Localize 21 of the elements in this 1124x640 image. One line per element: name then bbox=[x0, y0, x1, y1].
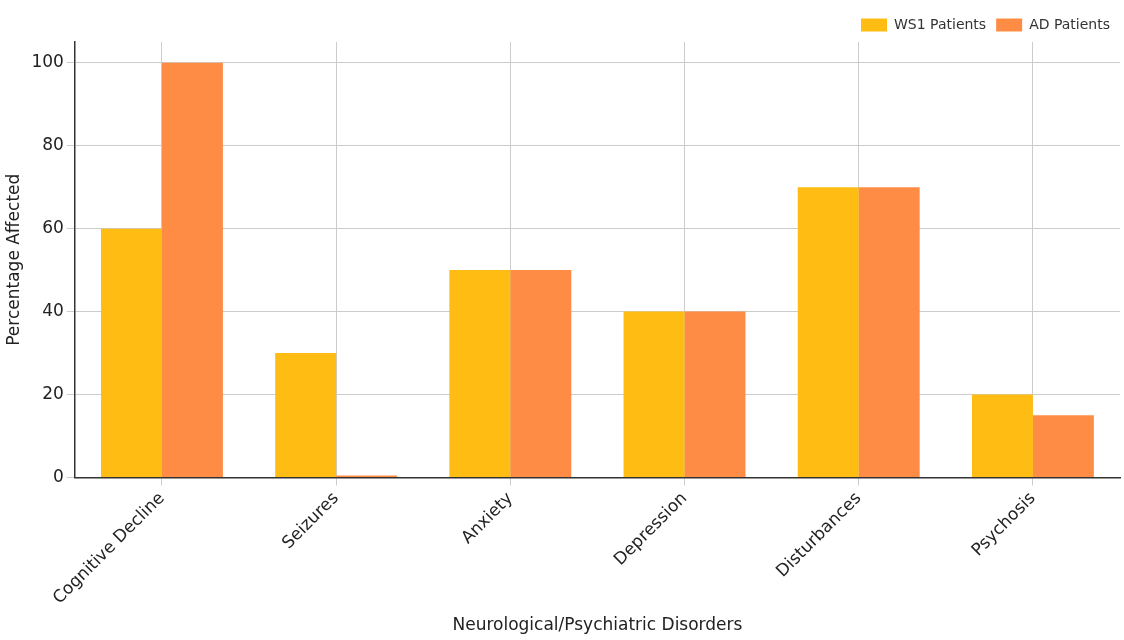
bar bbox=[1032, 415, 1094, 477]
y-tick-label: 20 bbox=[42, 382, 64, 403]
y-tick-label: 0 bbox=[53, 465, 64, 486]
y-tick-label: 60 bbox=[42, 217, 64, 238]
bar bbox=[510, 270, 572, 477]
y-tick-label: 80 bbox=[42, 134, 64, 155]
bar bbox=[684, 311, 746, 477]
y-tick-label: 40 bbox=[42, 300, 64, 321]
legend-label: WS1 Patients bbox=[894, 15, 987, 32]
bar bbox=[858, 187, 920, 477]
bar bbox=[623, 311, 685, 477]
bar bbox=[100, 228, 162, 477]
bar bbox=[797, 187, 859, 477]
y-tick-label: 100 bbox=[31, 51, 64, 72]
y-axis-title: Percentage Affected bbox=[2, 173, 23, 346]
bar bbox=[971, 394, 1033, 477]
bar bbox=[161, 62, 223, 477]
x-axis-title: Neurological/Psychiatric Disorders bbox=[452, 614, 743, 635]
bar bbox=[449, 270, 511, 477]
legend-label: AD Patients bbox=[1029, 15, 1111, 32]
bar bbox=[275, 353, 337, 477]
